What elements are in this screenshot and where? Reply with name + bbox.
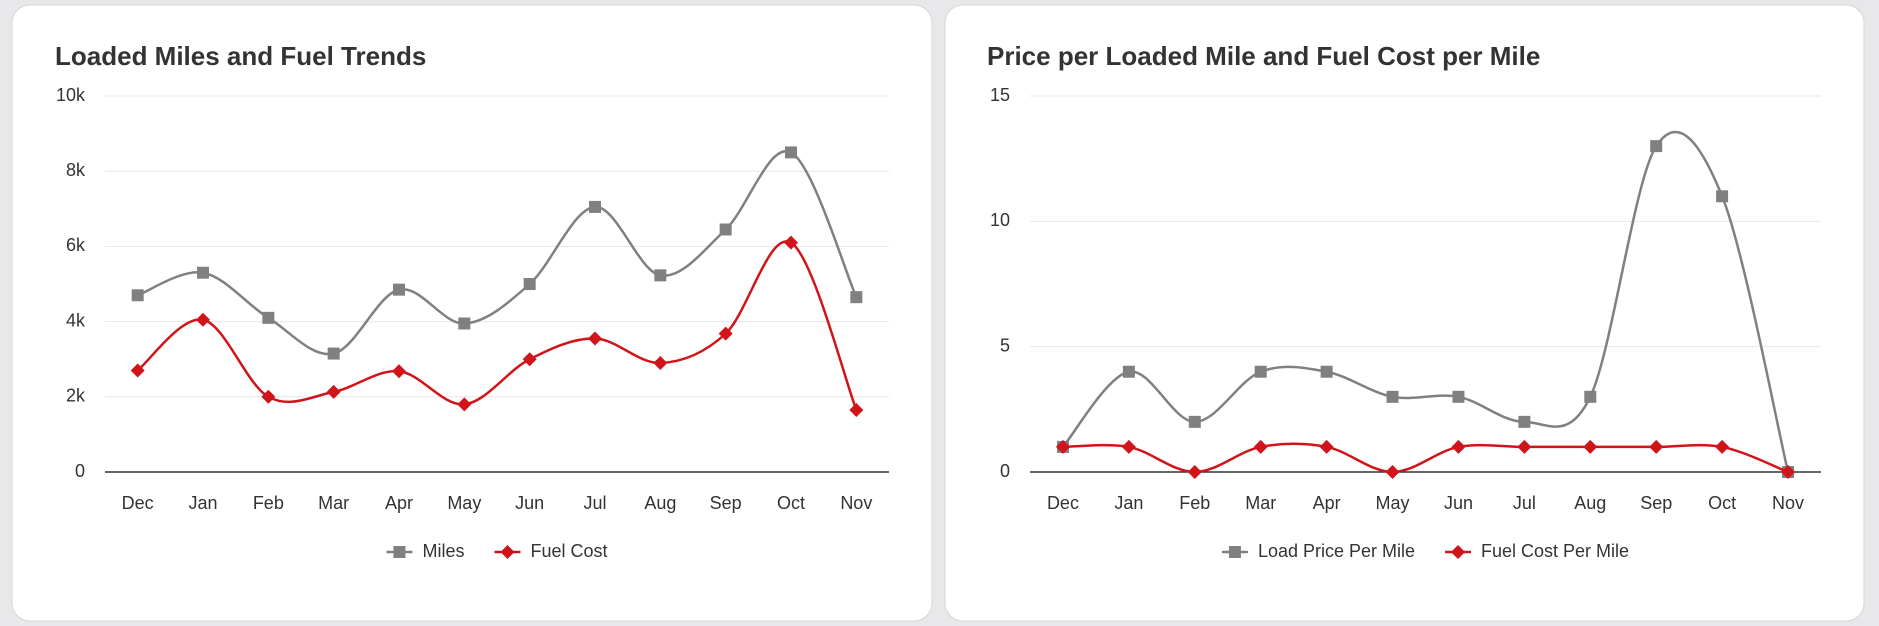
x-tick-label: May [1376, 493, 1410, 513]
y-tick-label: 8k [66, 160, 86, 180]
x-tick-label: Sep [710, 493, 742, 513]
y-tick-label: 15 [990, 85, 1010, 105]
x-tick-label: Nov [1772, 493, 1804, 513]
data-point [1716, 190, 1729, 203]
data-point [785, 146, 797, 159]
data-point [849, 402, 864, 417]
data-point [196, 312, 210, 327]
x-tick-label: Dec [1047, 493, 1079, 513]
y-tick-label: 5 [1000, 335, 1010, 355]
data-point [1715, 439, 1730, 454]
data-point [1386, 390, 1399, 403]
data-point [327, 347, 340, 360]
legend-label: Fuel Cost Per Mile [1481, 541, 1629, 561]
x-tick-label: Aug [644, 493, 676, 513]
x-tick-label: Jan [1114, 493, 1143, 513]
legend-marker [393, 546, 406, 558]
x-tick-label: Jun [515, 493, 544, 513]
x-tick-label: Jul [583, 493, 606, 513]
chart-title: Loaded Miles and Fuel Trends [55, 41, 426, 71]
data-point [326, 384, 341, 399]
x-tick-label: May [447, 493, 481, 513]
data-point [588, 331, 602, 346]
x-tick-label: Oct [777, 493, 805, 513]
y-tick-label: 4k [66, 310, 86, 330]
card [944, 4, 1865, 622]
data-point [719, 223, 732, 236]
data-point [1781, 465, 1796, 479]
data-point [1650, 140, 1663, 153]
x-tick-label: Jan [188, 493, 217, 513]
y-tick-label: 10 [990, 210, 1010, 230]
x-tick-label: Dec [122, 493, 154, 513]
legend-label: Fuel Cost [530, 541, 607, 561]
legend-marker [1451, 545, 1466, 559]
data-point [131, 289, 144, 302]
x-tick-label: Sep [1640, 493, 1672, 513]
x-tick-label: Nov [840, 493, 872, 513]
y-tick-label: 2k [66, 386, 86, 406]
data-point [1319, 439, 1334, 454]
x-tick-label: Jun [1444, 493, 1473, 513]
data-point [589, 200, 601, 213]
x-tick-label: Oct [1708, 493, 1736, 513]
data-point [850, 291, 863, 304]
data-point [522, 352, 537, 367]
data-point [262, 311, 275, 324]
series-line [136, 240, 858, 411]
data-point [1254, 365, 1267, 378]
data-point [197, 266, 209, 279]
data-point [458, 317, 471, 330]
data-point [653, 355, 668, 370]
data-point [130, 363, 145, 378]
data-point [1649, 439, 1664, 454]
data-point [654, 269, 667, 282]
data-point [1253, 439, 1268, 454]
data-point [1452, 390, 1465, 403]
x-tick-label: Apr [1313, 493, 1341, 513]
legend-marker [1228, 546, 1241, 558]
data-point [1517, 439, 1532, 454]
data-point [523, 278, 536, 290]
data-point [1121, 439, 1136, 454]
data-point [784, 235, 798, 250]
data-point [1320, 365, 1333, 378]
x-tick-label: Jul [1513, 493, 1536, 513]
data-point [261, 389, 276, 404]
data-point [1385, 465, 1400, 479]
card [11, 4, 933, 622]
data-point [1583, 439, 1598, 454]
y-tick-label: 10k [56, 85, 86, 105]
data-point [393, 283, 405, 296]
y-tick-label: 0 [75, 461, 85, 481]
x-tick-label: Feb [253, 493, 284, 513]
data-point [457, 397, 472, 412]
data-point [1055, 439, 1070, 454]
x-tick-label: Apr [385, 493, 413, 513]
y-tick-label: 0 [1000, 461, 1010, 481]
y-tick-label: 6k [66, 235, 86, 255]
chart-title: Price per Loaded Mile and Fuel Cost per … [987, 41, 1540, 71]
x-tick-label: Aug [1574, 493, 1606, 513]
data-point [1188, 415, 1201, 428]
data-point [392, 364, 406, 379]
data-point [1451, 439, 1466, 454]
x-tick-label: Mar [318, 493, 349, 513]
x-tick-label: Feb [1179, 493, 1210, 513]
data-point [1518, 415, 1531, 428]
data-point [1122, 365, 1135, 378]
data-point [718, 326, 733, 341]
legend-label: Load Price Per Mile [1258, 541, 1415, 561]
legend-marker [500, 545, 515, 559]
legend-label: Miles [422, 541, 464, 561]
data-point [1584, 390, 1597, 403]
data-point [1187, 465, 1202, 479]
x-tick-label: Mar [1245, 493, 1276, 513]
